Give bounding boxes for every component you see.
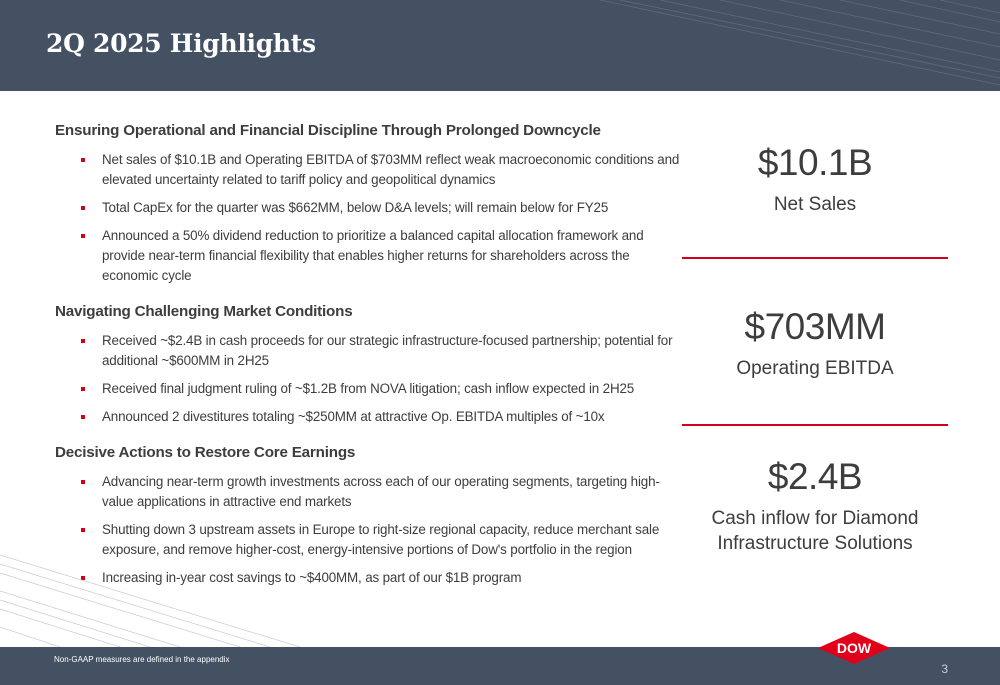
section-heading: Navigating Challenging Market Conditions [55, 303, 353, 320]
metric-label: Operating EBITDA [736, 358, 894, 379]
list-item-text: Announced a 50% dividend reduction to pr… [102, 228, 644, 283]
header-bar: 2Q 2025 Highlights [0, 0, 1000, 91]
bullet-list: Net sales of $10.1B and Operating EBITDA… [55, 150, 680, 286]
metric-value: $703MM [744, 306, 886, 347]
decorative-lines [0, 554, 300, 647]
list-item: Total CapEx for the quarter was $662MM, … [55, 198, 680, 218]
metric-divider [682, 424, 948, 426]
list-item: Announced 2 divestitures totaling ~$250M… [55, 407, 680, 427]
bullet-icon [81, 480, 85, 484]
metric-value: $10.1B [757, 142, 873, 183]
bullet-list: Advancing near-term growth investments a… [55, 472, 680, 588]
list-item-text: Received ~$2.4B in cash proceeds for our… [102, 333, 673, 368]
list-item: Received ~$2.4B in cash proceeds for our… [55, 331, 680, 371]
section-heading: Decisive Actions to Restore Core Earning… [55, 444, 356, 461]
bullet-list: Received ~$2.4B in cash proceeds for our… [55, 331, 680, 427]
bullet-icon [81, 576, 85, 580]
page-title: 2Q 2025 Highlights [46, 29, 316, 58]
list-item-text: Net sales of $10.1B and Operating EBITDA… [102, 152, 680, 187]
decorative-lines [600, 0, 1000, 86]
metric-divider [682, 257, 948, 259]
list-item-text: Advancing near-term growth investments a… [102, 474, 660, 509]
bullet-icon [81, 415, 85, 419]
bullet-icon [81, 387, 85, 391]
dow-logo-icon: DOW [818, 632, 890, 664]
metric-operating-ebitda: $703MM Operating EBITDA [682, 304, 948, 381]
metric-label: Net Sales [773, 194, 857, 215]
bullet-icon [81, 234, 85, 238]
metric-label: Cash inflow for Diamond Infrastructure S… [711, 508, 919, 554]
metric-net-sales: $10.1B Net Sales [682, 140, 948, 217]
list-item-text: Increasing in-year cost savings to ~$400… [102, 570, 522, 585]
list-item: Shutting down 3 upstream assets in Europ… [55, 520, 680, 560]
footnote: Non-GAAP measures are defined in the app… [54, 655, 230, 664]
section-heading: Ensuring Operational and Financial Disci… [55, 122, 601, 139]
list-item: Received final judgment ruling of ~$1.2B… [55, 379, 680, 399]
section-core-earnings: Decisive Actions to Restore Core Earning… [55, 444, 680, 588]
list-item-text: Received final judgment ruling of ~$1.2B… [102, 381, 635, 396]
bullet-icon [81, 206, 85, 210]
list-item-text: Announced 2 divestitures totaling ~$250M… [102, 409, 605, 424]
bullet-icon [81, 528, 85, 532]
list-item: Advancing near-term growth investments a… [55, 472, 680, 512]
metric-cash-inflow: $2.4B Cash inflow for Diamond Infrastruc… [682, 454, 948, 556]
bullet-icon [81, 339, 85, 343]
page-number: 3 [941, 662, 948, 676]
list-item-text: Shutting down 3 upstream assets in Europ… [102, 522, 660, 557]
section-market-conditions: Navigating Challenging Market Conditions… [55, 303, 680, 427]
list-item: Announced a 50% dividend reduction to pr… [55, 226, 680, 286]
metric-value: $2.4B [767, 456, 863, 497]
section-operational-discipline: Ensuring Operational and Financial Disci… [55, 122, 680, 286]
list-item: Net sales of $10.1B and Operating EBITDA… [55, 150, 680, 190]
list-item-text: Total CapEx for the quarter was $662MM, … [102, 200, 609, 215]
highlights-content: Ensuring Operational and Financial Disci… [55, 122, 680, 605]
bullet-icon [81, 158, 85, 162]
logo-text: DOW [837, 640, 872, 656]
list-item: Increasing in-year cost savings to ~$400… [55, 568, 680, 588]
